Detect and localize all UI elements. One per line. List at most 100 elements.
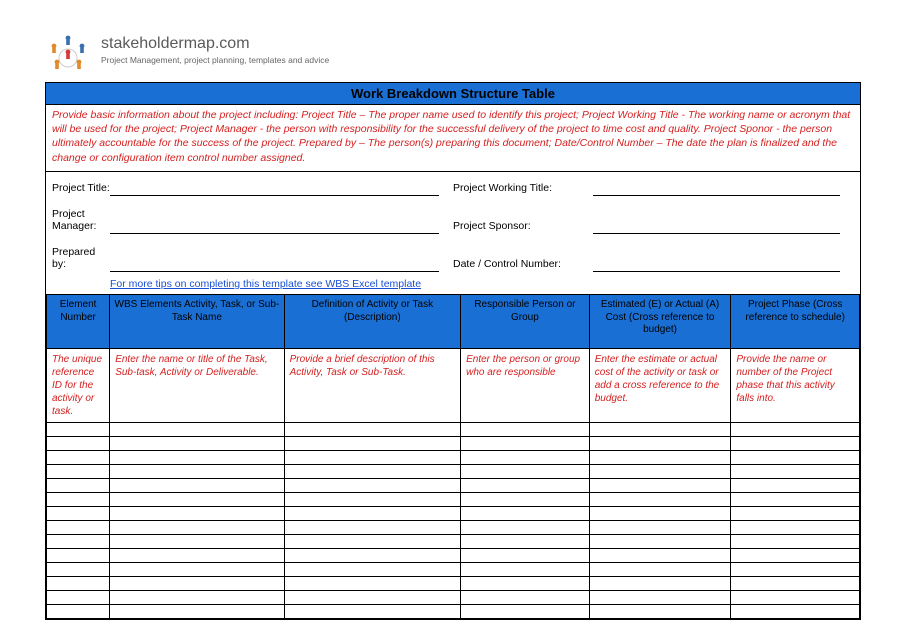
table-cell[interactable] xyxy=(110,451,284,465)
table-cell[interactable] xyxy=(110,465,284,479)
table-row xyxy=(47,535,860,549)
table-cell[interactable] xyxy=(461,493,590,507)
table-cell[interactable] xyxy=(731,577,860,591)
table-cell[interactable] xyxy=(589,423,731,437)
table-cell[interactable] xyxy=(589,577,731,591)
table-cell[interactable] xyxy=(589,437,731,451)
table-cell[interactable] xyxy=(589,591,731,605)
table-cell[interactable] xyxy=(110,577,284,591)
project-title-input[interactable] xyxy=(110,182,439,196)
table-cell[interactable] xyxy=(589,479,731,493)
table-cell[interactable] xyxy=(461,521,590,535)
table-cell[interactable] xyxy=(110,493,284,507)
table-cell[interactable] xyxy=(110,423,284,437)
table-cell[interactable] xyxy=(284,465,461,479)
table-cell[interactable] xyxy=(731,451,860,465)
table-cell[interactable] xyxy=(110,521,284,535)
table-cell[interactable] xyxy=(731,521,860,535)
table-cell[interactable] xyxy=(461,577,590,591)
table-cell[interactable] xyxy=(731,605,860,619)
table-cell[interactable] xyxy=(110,507,284,521)
table-cell[interactable] xyxy=(461,563,590,577)
table-cell[interactable] xyxy=(47,451,110,465)
table-cell[interactable] xyxy=(589,507,731,521)
table-cell[interactable] xyxy=(47,493,110,507)
table-cell[interactable] xyxy=(461,507,590,521)
table-cell[interactable] xyxy=(589,563,731,577)
table-cell[interactable] xyxy=(731,493,860,507)
table-cell[interactable] xyxy=(461,535,590,549)
table-cell[interactable] xyxy=(110,437,284,451)
table-cell[interactable] xyxy=(589,549,731,563)
table-cell[interactable] xyxy=(284,423,461,437)
table-cell[interactable] xyxy=(589,451,731,465)
col-header-cost: Estimated (E) or Actual (A) Cost (Cross … xyxy=(589,295,731,349)
prepared-by-label: Prepared by: xyxy=(52,246,110,272)
table-cell[interactable] xyxy=(110,591,284,605)
table-cell[interactable] xyxy=(47,437,110,451)
table-cell[interactable] xyxy=(47,549,110,563)
table-cell[interactable] xyxy=(284,549,461,563)
table-cell[interactable] xyxy=(47,605,110,619)
table-cell[interactable] xyxy=(110,563,284,577)
table-cell[interactable] xyxy=(461,465,590,479)
table-cell[interactable] xyxy=(589,493,731,507)
table-cell[interactable] xyxy=(589,605,731,619)
table-cell[interactable] xyxy=(731,437,860,451)
table-cell[interactable] xyxy=(589,465,731,479)
table-cell[interactable] xyxy=(110,535,284,549)
table-cell[interactable] xyxy=(731,423,860,437)
table-cell[interactable] xyxy=(47,591,110,605)
project-sponsor-input[interactable] xyxy=(593,220,840,234)
table-cell[interactable] xyxy=(284,437,461,451)
table-cell[interactable] xyxy=(47,577,110,591)
table-cell[interactable] xyxy=(47,535,110,549)
table-cell[interactable] xyxy=(284,493,461,507)
table-row xyxy=(47,507,860,521)
table-cell[interactable] xyxy=(284,577,461,591)
table-cell[interactable] xyxy=(461,479,590,493)
working-title-input[interactable] xyxy=(593,182,840,196)
table-cell[interactable] xyxy=(461,451,590,465)
table-cell[interactable] xyxy=(731,535,860,549)
table-cell[interactable] xyxy=(461,591,590,605)
table-cell[interactable] xyxy=(284,479,461,493)
table-cell[interactable] xyxy=(731,591,860,605)
table-cell[interactable] xyxy=(731,507,860,521)
brand-tagline: Project Management, project planning, te… xyxy=(101,55,329,65)
table-cell[interactable] xyxy=(461,605,590,619)
table-cell[interactable] xyxy=(461,549,590,563)
table-cell[interactable] xyxy=(284,563,461,577)
table-cell[interactable] xyxy=(47,423,110,437)
table-cell[interactable] xyxy=(284,521,461,535)
table-cell[interactable] xyxy=(461,437,590,451)
table-cell[interactable] xyxy=(110,549,284,563)
table-cell[interactable] xyxy=(731,479,860,493)
table-cell[interactable] xyxy=(47,465,110,479)
table-cell[interactable] xyxy=(589,535,731,549)
table-cell[interactable] xyxy=(284,591,461,605)
tips-link[interactable]: For more tips on completing this templat… xyxy=(110,278,421,290)
table-cell[interactable] xyxy=(284,605,461,619)
table-cell[interactable] xyxy=(110,605,284,619)
table-cell[interactable] xyxy=(589,521,731,535)
col-header-definition: Definition of Activity or Task (Descript… xyxy=(284,295,461,349)
date-control-input[interactable] xyxy=(593,258,840,272)
table-cell[interactable] xyxy=(284,451,461,465)
table-cell[interactable] xyxy=(284,535,461,549)
table-cell[interactable] xyxy=(461,423,590,437)
table-cell[interactable] xyxy=(731,465,860,479)
table-cell[interactable] xyxy=(284,507,461,521)
table-cell[interactable] xyxy=(47,479,110,493)
table-cell[interactable] xyxy=(731,563,860,577)
table-row xyxy=(47,577,860,591)
brand-name: stakeholdermap.com xyxy=(101,35,329,53)
project-manager-input[interactable] xyxy=(110,220,439,234)
table-cell[interactable] xyxy=(47,563,110,577)
table-cell[interactable] xyxy=(47,521,110,535)
table-cell[interactable] xyxy=(731,549,860,563)
prepared-by-input[interactable] xyxy=(110,258,439,272)
document-frame: Work Breakdown Structure Table Provide b… xyxy=(45,82,861,620)
table-cell[interactable] xyxy=(110,479,284,493)
table-cell[interactable] xyxy=(47,507,110,521)
